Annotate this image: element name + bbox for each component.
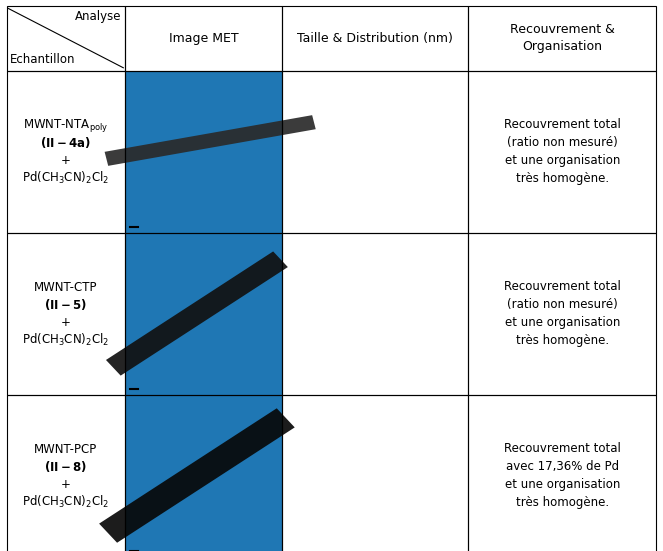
Polygon shape	[106, 251, 288, 376]
Text: Taille & Distribution (nm): Taille & Distribution (nm)	[297, 31, 453, 45]
Bar	[282, 71, 468, 233]
Text: Image MET: Image MET	[168, 31, 239, 45]
Bar	[7, 6, 125, 71]
Bar	[468, 233, 656, 395]
Bar	[468, 395, 656, 551]
Text: Pd(CH$_3$CN)$_2$Cl$_2$: Pd(CH$_3$CN)$_2$Cl$_2$	[22, 332, 109, 348]
Bar	[7, 6, 125, 71]
Bar	[468, 71, 656, 233]
Text: Echantillon: Echantillon	[10, 53, 76, 66]
Bar	[468, 395, 656, 551]
Bar	[7, 233, 125, 395]
Bar	[125, 233, 282, 395]
Bar	[125, 6, 282, 71]
Bar	[282, 395, 468, 551]
Text: $\mathbf{(II-8)}$: $\mathbf{(II-8)}$	[44, 459, 87, 474]
Bar	[282, 233, 468, 395]
Bar	[125, 6, 282, 71]
Bar	[125, 233, 282, 395]
Bar	[7, 71, 125, 233]
Bar	[125, 395, 282, 551]
Text: $\mathbf{(II-4a)}$: $\mathbf{(II-4a)}$	[40, 135, 91, 150]
Text: MWNT-CTP: MWNT-CTP	[34, 280, 97, 294]
Bar	[125, 395, 282, 551]
Bar	[282, 395, 468, 551]
Text: Recouvrement &
Organisation: Recouvrement & Organisation	[510, 23, 615, 53]
Bar	[125, 395, 282, 551]
Bar	[125, 395, 282, 551]
Text: Pd(CH$_3$CN)$_2$Cl$_2$: Pd(CH$_3$CN)$_2$Cl$_2$	[22, 494, 109, 510]
Bar	[125, 395, 282, 551]
Bar	[468, 71, 656, 233]
Text: +: +	[61, 154, 70, 167]
Bar	[468, 6, 656, 71]
Bar	[125, 233, 282, 395]
Bar	[7, 71, 125, 233]
Bar	[125, 233, 282, 395]
Bar	[7, 233, 125, 395]
Text: Recouvrement total
avec 17,36% de Pd
et une organisation
très homogène.: Recouvrement total avec 17,36% de Pd et …	[504, 442, 621, 509]
Bar	[125, 71, 282, 233]
Bar	[282, 71, 468, 233]
Bar	[468, 233, 656, 395]
Bar	[125, 233, 282, 395]
Bar	[125, 71, 282, 233]
Text: Recouvrement total
(ratio non mesuré)
et une organisation
très homogène.: Recouvrement total (ratio non mesuré) et…	[504, 118, 621, 185]
Text: $\mathbf{(II-5)}$: $\mathbf{(II-5)}$	[44, 297, 87, 312]
Bar	[7, 395, 125, 551]
Polygon shape	[105, 115, 316, 166]
Text: MWNT-NTA$_{\mathregular{poly}}$: MWNT-NTA$_{\mathregular{poly}}$	[23, 117, 108, 133]
Bar	[282, 6, 468, 71]
Text: MWNT-PCP: MWNT-PCP	[34, 442, 97, 456]
Bar	[7, 395, 125, 551]
Bar	[125, 71, 282, 233]
Bar	[282, 6, 468, 71]
Text: Analyse: Analyse	[75, 10, 121, 23]
Bar	[125, 71, 282, 233]
Polygon shape	[99, 408, 295, 543]
Bar	[282, 233, 468, 395]
Bar	[468, 6, 656, 71]
Text: Pd(CH$_3$CN)$_2$Cl$_2$: Pd(CH$_3$CN)$_2$Cl$_2$	[22, 170, 109, 186]
Text: Recouvrement total
(ratio non mesuré)
et une organisation
très homogène.: Recouvrement total (ratio non mesuré) et…	[504, 280, 621, 347]
Bar	[125, 71, 282, 233]
Text: +: +	[61, 316, 70, 329]
Text: +: +	[61, 478, 70, 491]
